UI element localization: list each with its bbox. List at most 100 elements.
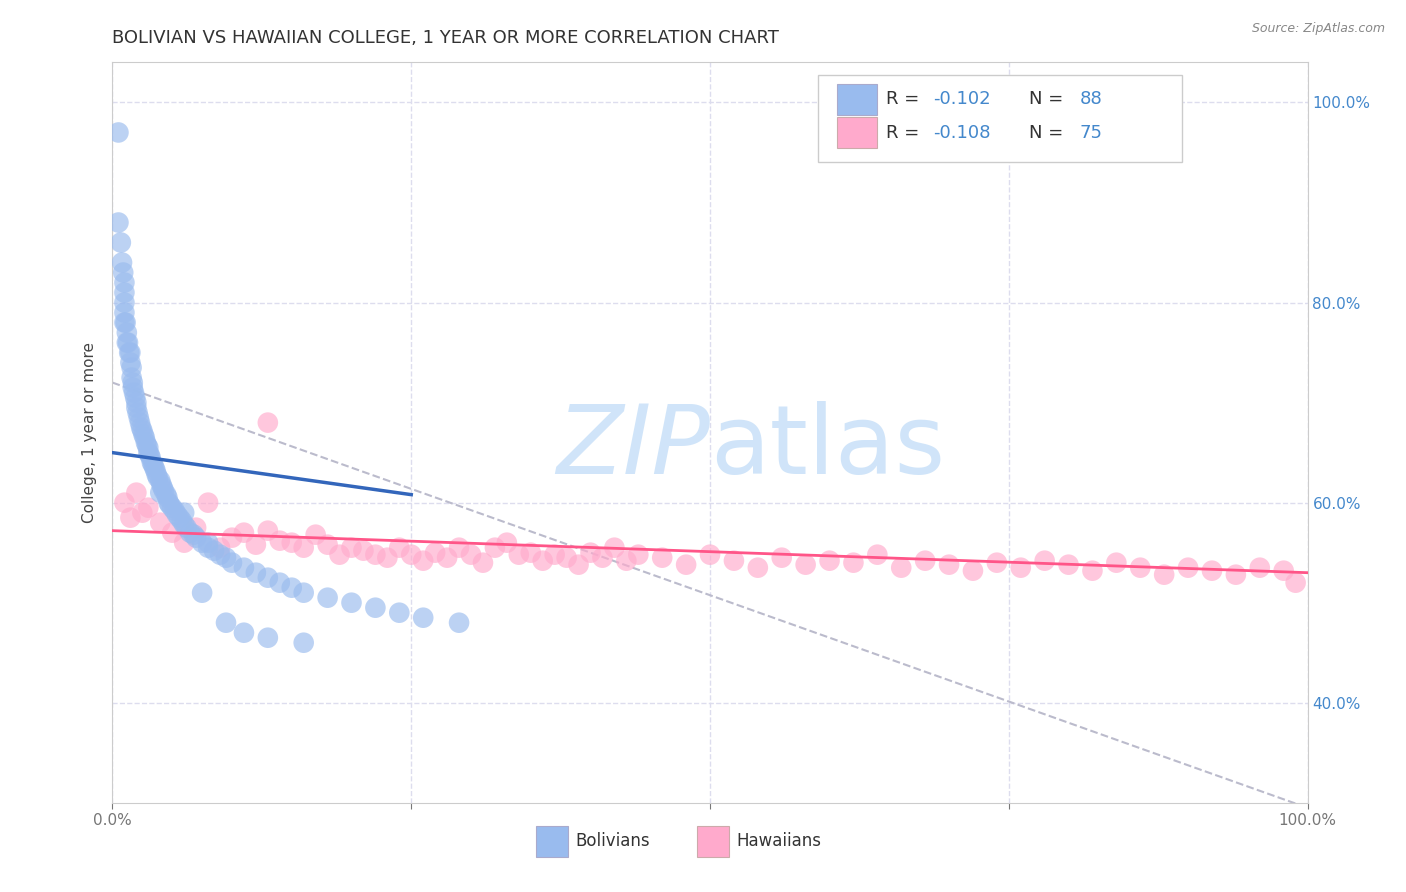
Y-axis label: College, 1 year or more: College, 1 year or more <box>82 343 97 523</box>
Point <box>146 470 169 484</box>
Point <box>173 506 195 520</box>
Text: -0.108: -0.108 <box>934 124 991 142</box>
Point <box>152 481 174 495</box>
Text: 88: 88 <box>1080 90 1102 109</box>
Point <box>120 345 142 359</box>
Point <box>592 550 614 565</box>
Point <box>183 527 205 541</box>
Point <box>215 550 238 565</box>
Point <box>124 391 146 405</box>
Point <box>121 370 143 384</box>
Point <box>135 435 157 450</box>
Point <box>186 531 208 545</box>
Point <box>1081 564 1104 578</box>
Point <box>215 615 238 630</box>
Point <box>156 491 179 505</box>
Point <box>197 535 219 549</box>
Point <box>170 514 193 528</box>
Point <box>121 376 143 390</box>
Point <box>986 556 1008 570</box>
Point <box>141 456 163 470</box>
Point <box>1272 564 1295 578</box>
Point <box>245 538 267 552</box>
Point <box>329 548 352 562</box>
Text: BOLIVIAN VS HAWAIIAN COLLEGE, 1 YEAR OR MORE CORRELATION CHART: BOLIVIAN VS HAWAIIAN COLLEGE, 1 YEAR OR … <box>112 29 779 47</box>
Point <box>699 548 721 562</box>
Point <box>603 541 626 555</box>
Point <box>186 521 208 535</box>
Point <box>412 554 434 568</box>
Point <box>579 546 602 560</box>
Point <box>110 235 132 250</box>
Point <box>125 485 148 500</box>
Point <box>162 500 183 515</box>
FancyBboxPatch shape <box>837 117 877 148</box>
Point <box>121 360 143 375</box>
Point <box>257 524 280 538</box>
Point <box>257 416 280 430</box>
Point <box>1201 564 1223 578</box>
Point <box>142 458 165 472</box>
Point <box>555 550 578 565</box>
Point <box>401 548 423 562</box>
Point <box>651 550 673 565</box>
Point <box>120 510 142 524</box>
Point <box>138 448 160 462</box>
Point <box>305 527 328 541</box>
Point <box>155 488 177 502</box>
Point <box>1249 560 1271 574</box>
Point <box>173 517 195 532</box>
Point <box>1105 556 1128 570</box>
Text: atlas: atlas <box>710 401 945 494</box>
Point <box>131 506 153 520</box>
Point <box>125 395 148 409</box>
Point <box>157 496 180 510</box>
Point <box>159 498 181 512</box>
Point <box>118 345 141 359</box>
Point <box>163 503 186 517</box>
Point <box>425 546 447 560</box>
Point <box>114 496 135 510</box>
Point <box>107 126 129 140</box>
Point <box>508 548 530 562</box>
Point <box>162 525 183 540</box>
Point <box>1010 560 1032 574</box>
Point <box>233 560 256 574</box>
Point <box>245 566 267 580</box>
Point <box>107 215 129 229</box>
Point <box>176 521 198 535</box>
Point <box>145 464 167 478</box>
Point <box>221 556 243 570</box>
Text: R =: R = <box>886 124 925 142</box>
Point <box>115 326 138 340</box>
Point <box>890 560 912 574</box>
Text: N =: N = <box>1029 90 1069 109</box>
Point <box>153 483 176 498</box>
Point <box>202 543 225 558</box>
Point <box>364 548 387 562</box>
Point <box>136 439 159 453</box>
Point <box>842 556 865 570</box>
Point <box>962 564 984 578</box>
Point <box>221 531 243 545</box>
Point <box>568 558 591 572</box>
Point <box>1177 560 1199 574</box>
Point <box>114 316 135 330</box>
Point <box>388 541 411 555</box>
Point <box>115 335 138 350</box>
Point <box>129 420 152 434</box>
Point <box>292 541 315 555</box>
Text: Source: ZipAtlas.com: Source: ZipAtlas.com <box>1251 22 1385 36</box>
Point <box>616 554 638 568</box>
Text: R =: R = <box>886 90 925 109</box>
Point <box>111 255 134 269</box>
Point <box>412 610 434 624</box>
FancyBboxPatch shape <box>536 826 568 857</box>
Point <box>340 596 363 610</box>
Point <box>121 381 143 395</box>
Point <box>531 554 554 568</box>
Point <box>316 591 339 605</box>
Point <box>257 571 280 585</box>
Text: 75: 75 <box>1080 124 1102 142</box>
Point <box>747 560 769 574</box>
